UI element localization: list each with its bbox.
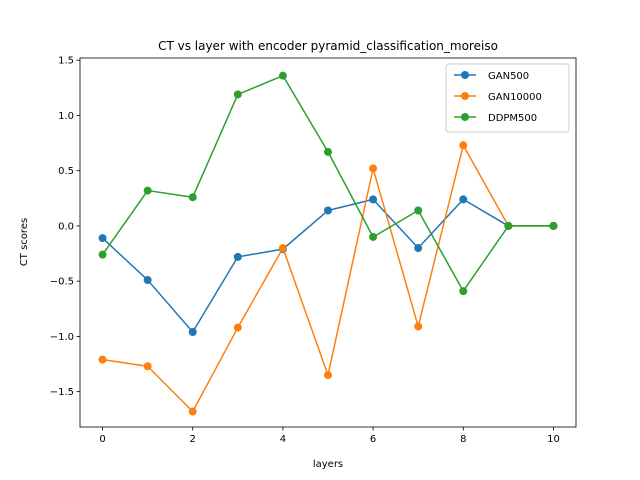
chart-title: CT vs layer with encoder pyramid_classif…	[158, 39, 498, 53]
data-point-gan500	[414, 244, 423, 253]
plot-area: 0 2 4 6 8 10 −1.5 −1.0 −0.5 0.0 0.5 1.0 1.5	[50, 56, 577, 445]
y-tick-label: 1.5	[58, 56, 74, 67]
y-tick-label: −1.5	[50, 387, 74, 398]
x-axis-label: layers	[313, 459, 343, 470]
data-point-gan10000	[369, 164, 378, 173]
x-tick-label: 2	[190, 434, 196, 445]
legend: GAN500 GAN10000 DDPM500	[445, 63, 570, 133]
legend-marker-gan500	[461, 71, 469, 79]
legend-marker-gan10000	[461, 92, 469, 100]
legend-marker-ddpm500	[461, 113, 469, 121]
data-point-ddpm500	[549, 221, 558, 230]
legend-label-gan500: GAN500	[488, 71, 529, 82]
x-tick-label: 0	[99, 434, 105, 445]
data-point-gan10000	[324, 371, 332, 380]
data-point-gan10000	[98, 355, 107, 364]
data-point-gan10000	[414, 322, 423, 331]
data-point-gan500	[459, 195, 468, 204]
x-tick-label: 6	[370, 434, 376, 445]
x-tick-label: 4	[280, 434, 286, 445]
data-point-ddpm500	[414, 206, 423, 215]
data-point-gan10000	[143, 362, 152, 371]
y-tick-label: 0.0	[58, 221, 74, 232]
data-point-ddpm500	[324, 147, 332, 156]
data-point-gan10000	[233, 323, 242, 332]
y-tick-label: 0.5	[58, 166, 74, 177]
data-point-gan500	[188, 327, 197, 336]
y-tick-label: 1.0	[58, 111, 74, 122]
legend-label-ddpm500: DDPM500	[488, 113, 537, 124]
data-point-gan500	[98, 234, 107, 243]
axes-frame	[79, 57, 577, 428]
data-point-gan10000	[278, 244, 287, 253]
x-tick-label: 8	[460, 434, 466, 445]
data-point-gan500	[233, 252, 242, 261]
y-tick-label: −0.5	[50, 277, 74, 288]
data-point-gan500	[143, 276, 152, 285]
data-point-ddpm500	[98, 250, 107, 259]
data-point-ddpm500	[459, 287, 468, 296]
data-point-gan500	[324, 206, 332, 215]
data-point-ddpm500	[233, 90, 242, 99]
legend-label-gan10000: GAN10000	[488, 92, 542, 103]
x-tick-label: 10	[547, 434, 560, 445]
data-point-ddpm500	[188, 193, 197, 202]
data-point-ddpm500	[369, 232, 378, 241]
data-point-ddpm500	[143, 186, 152, 195]
data-point-ddpm500	[504, 221, 513, 230]
data-point-ddpm500	[278, 71, 287, 80]
data-point-gan10000	[188, 407, 197, 416]
data-point-gan500	[369, 195, 378, 204]
legend-box	[445, 63, 570, 133]
data-point-gan10000	[459, 141, 468, 150]
y-axis-label: CT scores	[19, 218, 30, 266]
y-tick-label: −1.0	[50, 332, 74, 343]
